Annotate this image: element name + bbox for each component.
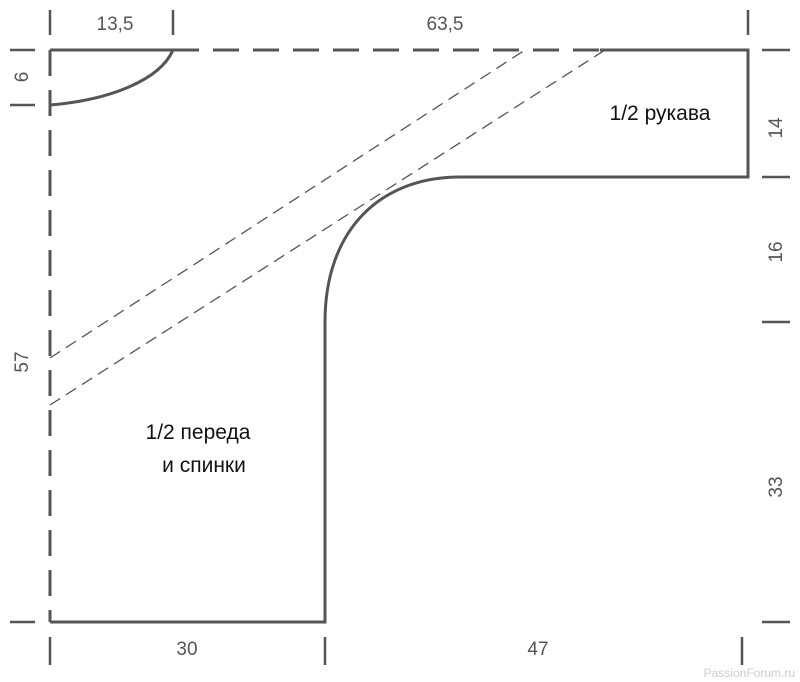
neckline-curve [49, 49, 175, 107]
dim-left-2: 57 [12, 351, 33, 372]
dim-left-1: 6 [12, 72, 33, 83]
dim-top-2: 63,5 [427, 14, 464, 35]
dim-right-2: 16 [766, 241, 787, 262]
pattern-outline [48, 48, 750, 624]
dim-bottom-1: 30 [176, 639, 197, 660]
dim-top-1: 13,5 [97, 14, 134, 35]
dim-right-1: 14 [766, 117, 787, 139]
diagonal-fold-lines [49, 49, 606, 406]
sleeve-label: 1/2 рукава [610, 102, 711, 125]
dim-bottom-2: 47 [527, 639, 548, 660]
body-label-line1: 1/2 переда [146, 421, 251, 444]
body-label-line2: и спинки [162, 454, 246, 477]
dimension-ticks [10, 10, 790, 665]
dim-right-3: 33 [766, 476, 787, 497]
watermark: PassionForum.ru [704, 666, 795, 680]
